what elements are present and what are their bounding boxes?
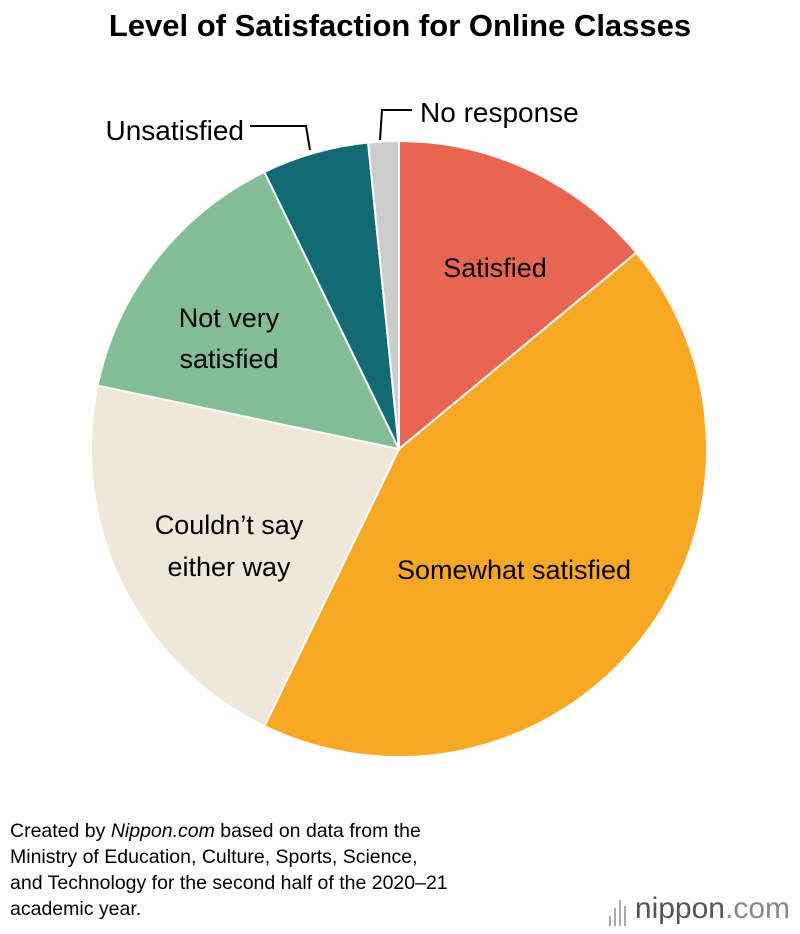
source-rest-line1: based on data from the <box>214 820 421 842</box>
source-prefix: Created by <box>10 820 111 842</box>
pie-slice-satisfied <box>398 139 638 452</box>
label-unsatisfied: Unsatisfied <box>105 115 244 146</box>
logo-bars-icon <box>608 900 629 926</box>
pie-slice-no-response <box>366 139 400 450</box>
source-line4: academic year. <box>10 898 142 920</box>
label-couldnt-say-line1: Couldn’t say <box>155 510 304 540</box>
source-line2: Ministry of Education, Culture, Sports, … <box>10 846 418 868</box>
label-satisfied: Satisfied <box>443 253 547 283</box>
label-somewhat-satisfied: Somewhat satisfied <box>397 555 631 585</box>
pie-slices <box>90 139 708 758</box>
label-not-very-line1: Not very <box>179 303 280 333</box>
leader-line-no-response <box>379 109 412 141</box>
source-line3: and Technology for the second half of th… <box>10 872 448 894</box>
label-no-response: No response <box>420 97 579 128</box>
pie-slice-couldn-t-say-either-way <box>90 384 401 728</box>
leader-line-unsatisfied <box>250 125 311 151</box>
pie-slice-somewhat-satisfied <box>263 251 708 758</box>
source-note: Created by Nippon.com based on data from… <box>10 818 570 922</box>
chart-title: Level of Satisfaction for Online Classes <box>108 8 692 43</box>
label-couldnt-say-line2: either way <box>167 552 291 582</box>
logo-brand: nippon <box>634 892 725 925</box>
pie-slice-not-very-satisfied <box>96 170 401 451</box>
nippon-logo: nippon .com <box>608 892 790 926</box>
logo-tld: .com <box>724 892 790 925</box>
label-not-very-line2: satisfied <box>179 344 278 374</box>
source-name: Nippon.com <box>110 820 215 842</box>
